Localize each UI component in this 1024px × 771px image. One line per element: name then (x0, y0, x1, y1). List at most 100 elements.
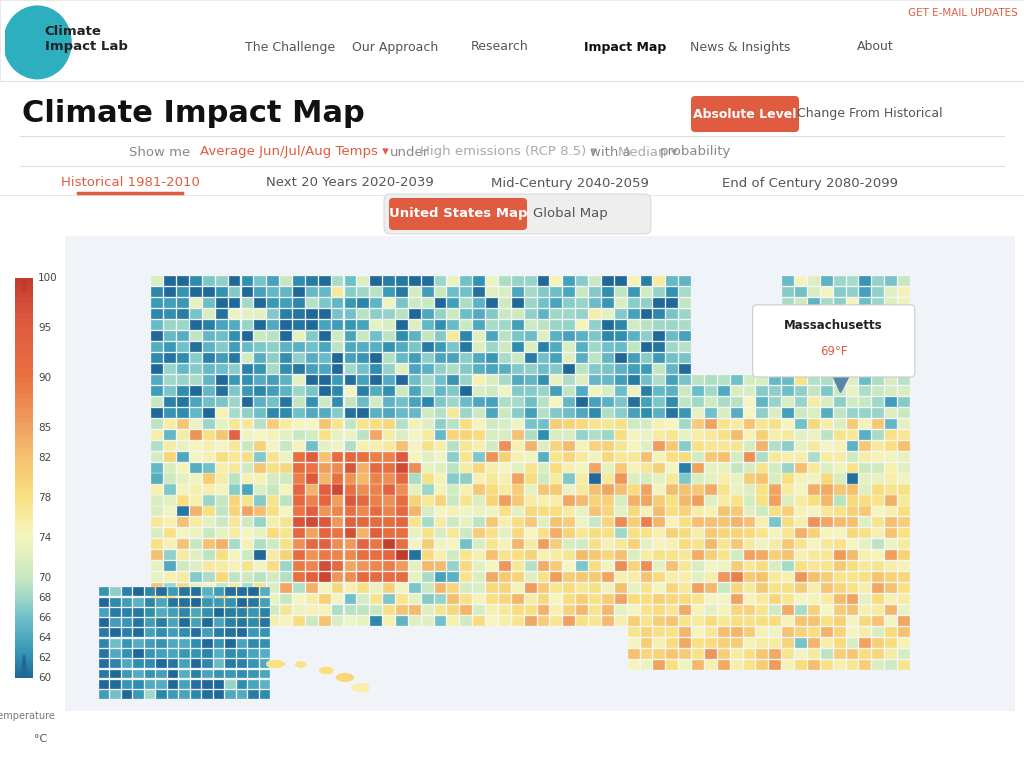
Bar (769, 561, 781, 571)
Bar (499, 473, 511, 483)
Bar (538, 396, 550, 407)
Bar (267, 550, 280, 561)
Bar (859, 540, 871, 550)
Bar (306, 473, 317, 483)
Bar (782, 517, 794, 527)
Bar (705, 396, 717, 407)
Bar (667, 517, 678, 527)
Ellipse shape (266, 660, 286, 668)
Bar (551, 496, 562, 506)
Bar (190, 419, 202, 429)
Bar (679, 342, 691, 352)
Bar (614, 473, 627, 483)
Bar (757, 540, 768, 550)
Bar (834, 386, 846, 396)
Bar (653, 276, 666, 286)
Bar (718, 616, 730, 626)
Bar (306, 550, 317, 561)
Bar (847, 540, 858, 550)
Bar (628, 583, 640, 594)
Bar (718, 396, 730, 407)
Bar (306, 408, 317, 418)
Bar (538, 561, 550, 571)
Bar (499, 309, 511, 319)
Bar (157, 690, 167, 699)
FancyBboxPatch shape (14, 397, 33, 403)
Bar (782, 528, 794, 538)
Bar (461, 429, 472, 439)
Bar (344, 386, 356, 396)
Bar (396, 452, 408, 462)
Bar (447, 342, 460, 352)
Bar (602, 353, 613, 363)
Bar (551, 440, 562, 451)
Bar (434, 440, 446, 451)
Bar (679, 276, 691, 286)
Bar (409, 583, 421, 594)
Bar (795, 342, 807, 352)
Bar (318, 540, 331, 550)
Bar (473, 440, 485, 451)
Bar (757, 616, 768, 626)
Bar (473, 364, 485, 374)
Bar (859, 419, 871, 429)
Bar (692, 540, 703, 550)
Bar (743, 463, 756, 473)
Bar (371, 342, 382, 352)
Bar (152, 331, 163, 341)
Bar (641, 342, 652, 352)
Bar (808, 572, 820, 582)
Bar (461, 463, 472, 473)
Bar (602, 320, 613, 330)
Bar (434, 540, 446, 550)
Bar (98, 680, 110, 689)
Bar (179, 669, 189, 678)
Bar (577, 429, 588, 439)
Bar (281, 463, 292, 473)
Bar (383, 496, 395, 506)
Bar (254, 364, 266, 374)
Bar (602, 419, 613, 429)
Bar (98, 690, 110, 699)
Bar (898, 320, 910, 330)
Bar (821, 660, 833, 670)
Bar (203, 572, 215, 582)
FancyBboxPatch shape (14, 606, 33, 608)
Bar (422, 353, 433, 363)
Bar (152, 287, 163, 297)
Bar (499, 440, 511, 451)
Bar (821, 572, 833, 582)
Bar (551, 429, 562, 439)
Bar (371, 364, 382, 374)
Bar (834, 375, 846, 385)
Bar (306, 331, 317, 341)
Bar (434, 419, 446, 429)
Bar (434, 528, 446, 538)
Bar (267, 583, 280, 594)
Bar (628, 572, 640, 582)
Bar (190, 680, 202, 689)
Bar (795, 660, 807, 670)
Bar (821, 540, 833, 550)
Bar (434, 320, 446, 330)
Bar (260, 690, 270, 699)
Bar (538, 484, 550, 494)
FancyBboxPatch shape (14, 439, 33, 443)
Bar (821, 298, 833, 308)
Bar (249, 690, 259, 699)
Bar (538, 550, 550, 561)
Bar (667, 572, 678, 582)
Bar (164, 496, 176, 506)
Bar (357, 561, 370, 571)
Bar (512, 496, 523, 506)
Bar (281, 396, 292, 407)
Bar (111, 690, 121, 699)
Bar (589, 276, 601, 286)
Bar (177, 473, 189, 483)
Bar (808, 342, 820, 352)
Bar (164, 353, 176, 363)
Bar (628, 594, 640, 604)
Bar (203, 419, 215, 429)
Bar (190, 452, 202, 462)
Bar (447, 452, 460, 462)
